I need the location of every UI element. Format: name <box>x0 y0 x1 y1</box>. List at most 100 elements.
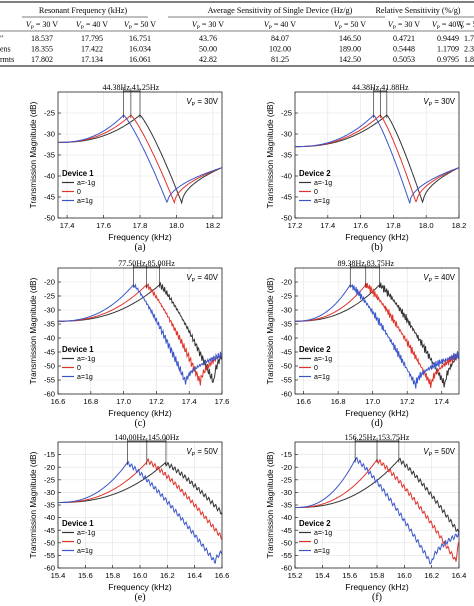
x-tick-label-3: 17.2 <box>149 397 164 406</box>
annotation-left: 44.38Hz <box>352 83 380 92</box>
x-tick-label-3: 18.0 <box>169 221 184 230</box>
y-tick-label-4: -40 <box>281 334 292 343</box>
y-tick-label-0: -20 <box>281 278 292 287</box>
x-axis-label: Frequency (kHz) <box>108 408 172 418</box>
x-tick-label-2: 17.0 <box>365 397 380 406</box>
legend-label-1: 0 <box>77 539 81 546</box>
annotation-left: 44.38Hz <box>103 83 131 92</box>
legend-label-2: a=1g <box>77 548 93 555</box>
y-tick-label-7: -55 <box>281 376 292 385</box>
group-header-1: Average Sensitivity of Single Device (Hz… <box>208 6 353 15</box>
cell-2-7: 0.9795 <box>437 55 459 64</box>
y-tick-label-0: -15 <box>281 450 292 459</box>
x-axis-label: Frequency (kHz) <box>345 232 409 242</box>
series-group <box>295 282 459 389</box>
x-tick-label-1: 16.8 <box>83 397 98 406</box>
y-tick-label-1: -20 <box>281 463 292 472</box>
y-tick-label-5: -40 <box>44 513 55 522</box>
cell-2-2: 16.061 <box>129 55 151 64</box>
y-tick-label-8: -60 <box>281 390 292 399</box>
y-tick-label-3: -30 <box>44 488 55 497</box>
series-line-2 <box>295 456 459 565</box>
series-line-2 <box>295 283 459 389</box>
series-group <box>58 281 222 386</box>
cell-0-4: 84.07 <box>271 34 289 43</box>
y-tick-label-6: -50 <box>281 362 292 371</box>
device-label: Device 1 <box>62 519 94 528</box>
x-tick-label-2: 15.6 <box>342 571 357 580</box>
legend-label-0: a=-1g <box>314 530 332 537</box>
y-tick-label-1: -30 <box>281 130 292 139</box>
annotation-left: 156.25Hz <box>345 433 377 442</box>
cell-0-6: 0.4721 <box>393 34 415 43</box>
y-tick-label-5: -50 <box>44 214 55 223</box>
y-axis-label: Transmission Magnitude (dB) <box>266 277 275 384</box>
y-tick-label-1: -30 <box>44 130 55 139</box>
x-tick-label-3: 17.8 <box>386 221 401 230</box>
y-axis-label: Transmission Magnitude (dB) <box>29 101 38 208</box>
y-tick-label-4: -45 <box>281 193 292 202</box>
x-tick-label-1: 15.4 <box>315 571 330 580</box>
series-line-0 <box>295 282 459 388</box>
series-line-2 <box>295 114 459 204</box>
cell-2-1: 17.134 <box>81 55 103 64</box>
group-header-2: Relative Sensitivity (%/g) <box>375 6 460 15</box>
chart-panel-a: 17.4 17.6 17.8 18.0 18.2 -25 -30 -35 -40 -45 -50 Fr… <box>0 80 237 256</box>
chart-svg-5: 15.2 15.4 15.6 15.8 16.0 16.2 16.4 -15 -20 -25 -30… <box>266 433 466 603</box>
device-label: Device 2 <box>299 169 331 178</box>
chart-svg-3: 16.6 16.8 17.0 17.2 17.4 -20 -25 -30 -35 -40 -45 -5… <box>266 259 460 429</box>
cell-1-4: 102.00 <box>269 45 291 54</box>
x-tick-label-0: 15.4 <box>51 571 66 580</box>
x-tick-label-1: 17.4 <box>320 221 335 230</box>
cell-1-3: 50.00 <box>199 45 217 54</box>
x-tick-label-5: 18.2 <box>452 221 467 230</box>
x-tick-label-3: 15.8 <box>370 571 385 580</box>
sub-header-5: VP = 50 V <box>334 20 366 31</box>
y-tick-label-5: -50 <box>281 214 292 223</box>
row-label-2: rmts <box>0 55 14 64</box>
chart-panel-e: 15.4 15.6 15.8 16.0 16.2 16.4 16.6 -15 -20 -25 -30… <box>0 430 237 606</box>
y-tick-label-9: -60 <box>281 564 292 573</box>
x-tick-label-1: 16.8 <box>331 397 346 406</box>
sub-header-2: VP = 50 V <box>124 20 156 31</box>
cell-1-0: 18.355 <box>31 45 53 54</box>
plot-frame <box>57 267 223 395</box>
y-tick-label-4: -45 <box>44 193 55 202</box>
device-label: Device 2 <box>299 345 331 354</box>
x-tick-label-3: 16.0 <box>133 571 148 580</box>
results-table: Resonant Frequency (kHz) Average Sensitiv… <box>0 0 474 74</box>
chart-panel-c: 16.6 16.8 17.0 17.2 17.4 17.6 -20 -25 -30 -35 -40 -… <box>0 256 237 432</box>
table-svg: Resonant Frequency (kHz) Average Sensitiv… <box>0 1 474 67</box>
sub-header-4: VP = 40 V <box>264 20 296 31</box>
cell-1-8: 2.3575 <box>464 45 474 54</box>
chart-panel-d: 16.6 16.8 17.0 17.2 17.4 -20 -25 -30 -35 -40 -45 -5… <box>237 256 474 432</box>
cell-0-1: 17.795 <box>81 34 103 43</box>
x-tick-label-1: 15.6 <box>78 571 93 580</box>
x-tick-label-0: 16.6 <box>296 397 311 406</box>
x-tick-label-4: 16.2 <box>160 571 175 580</box>
panel-caption: (d) <box>371 418 383 429</box>
row-label-1: ens <box>0 45 11 54</box>
x-tick-label-1: 17.6 <box>96 221 111 230</box>
x-tick-label-2: 17.0 <box>116 397 131 406</box>
cell-0-5: 146.50 <box>339 34 361 43</box>
y-tick-label-3: -40 <box>281 172 292 181</box>
x-tick-label-3: 17.2 <box>400 397 415 406</box>
vp-label: VP = 50V <box>186 447 218 458</box>
annotation-right: 145.00Hz <box>148 433 180 442</box>
vp-label: VP = 30V <box>423 97 455 108</box>
y-tick-label-6: -50 <box>44 362 55 371</box>
chart-svg-4: 15.4 15.6 15.8 16.0 16.2 16.4 16.6 -15 -20 -25 -30… <box>29 433 229 603</box>
y-tick-label-2: -35 <box>281 151 292 160</box>
cell-0-0: 18.537 <box>31 34 53 43</box>
chart-svg-2: 16.6 16.8 17.0 17.2 17.4 17.6 -20 -25 -30 -35 -40 -… <box>29 259 229 429</box>
legend-label-2: a=1g <box>77 198 93 205</box>
y-tick-label-1: -20 <box>44 463 55 472</box>
chart-panel-f: 15.2 15.4 15.6 15.8 16.0 16.2 16.4 -15 -20 -25 -30… <box>237 430 474 606</box>
y-tick-label-9: -60 <box>44 564 55 573</box>
y-tick-label-2: -25 <box>281 475 292 484</box>
annotation-right: 85.00Hz <box>148 259 176 268</box>
annotation-right: 41.88Hz <box>381 83 409 92</box>
vp-label: VP = 50V <box>423 447 455 458</box>
cell-1-6: 0.5448 <box>393 45 415 54</box>
